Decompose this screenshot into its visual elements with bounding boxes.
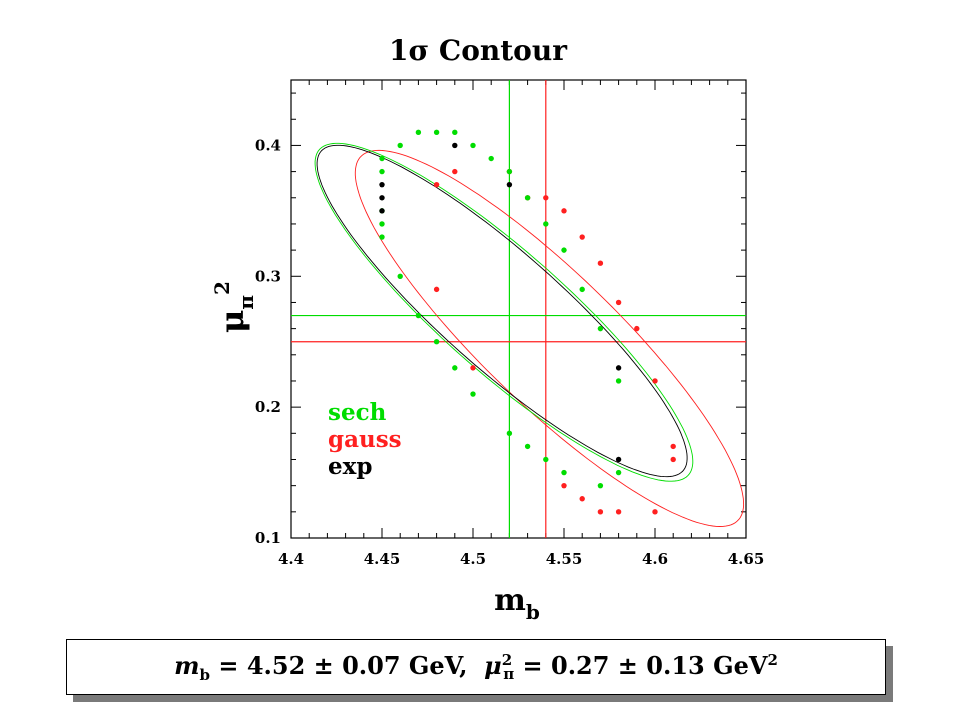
sech-point	[488, 155, 494, 162]
x-axis-label: mb	[494, 583, 540, 624]
sech-point	[561, 469, 567, 476]
gauss-point	[543, 195, 549, 201]
sech-contour	[314, 142, 694, 482]
gauss-point	[634, 325, 640, 332]
contour-chart: 1σ Contour 4.4 4.45 4.5 4.55 4.6 4.65 0.1 0.2 0.…	[210, 34, 765, 624]
sech-point	[379, 234, 385, 240]
gauss-point	[433, 286, 440, 293]
sech-point	[615, 378, 622, 384]
exp-point	[452, 142, 458, 149]
result-box: mb = 4.52 ± 0.07 GeV, μ2π = 0.27 ± 0.13 …	[66, 639, 886, 695]
y-tick-label: 0.3	[255, 267, 281, 285]
sech-point	[379, 168, 385, 175]
sech-point	[506, 430, 513, 437]
x-tick-label: 4.65	[728, 550, 765, 568]
x-tick-label: 4.45	[364, 550, 401, 568]
gauss-point	[470, 365, 476, 371]
legend-exp: exp	[328, 453, 372, 480]
mb-result: mb = 4.52 ± 0.07 GeV,	[174, 650, 468, 684]
sech-point	[433, 339, 440, 345]
svg-text:μπ2: μπ2	[210, 281, 258, 333]
gauss-point	[561, 482, 567, 489]
legend-gauss: gauss	[328, 426, 402, 453]
sech-point	[543, 221, 549, 227]
exp-point	[615, 456, 622, 463]
x-tick-label: 4.55	[546, 550, 583, 568]
gauss-point	[670, 456, 676, 463]
plot-area: 4.4 4.45 4.5 4.55 4.6 4.65 0.1 0.2 0.3 0.4	[255, 79, 765, 568]
sech-point	[452, 129, 458, 136]
sech-point	[543, 456, 549, 463]
sech-point	[379, 221, 385, 227]
exp-point	[506, 181, 513, 188]
x-tick-label: 4.5	[460, 550, 486, 568]
sech-point	[524, 443, 531, 450]
sech-point	[579, 286, 585, 293]
gauss-point	[579, 496, 585, 502]
mu-result: μ2π = 0.27 ± 0.13 GeV2	[484, 650, 778, 684]
gauss-contour	[354, 149, 745, 527]
gauss-point	[561, 208, 567, 214]
gauss-point	[615, 299, 622, 306]
gauss-point	[615, 509, 622, 515]
sech-point	[415, 129, 422, 136]
gauss-point	[597, 509, 604, 515]
y-tick-label: 0.2	[255, 398, 281, 416]
y-tick-label: 0.1	[255, 529, 281, 547]
chart-title: 1σ Contour	[389, 34, 568, 67]
sech-point	[470, 391, 476, 397]
sech-point	[524, 195, 531, 201]
sech-point	[433, 129, 440, 136]
sech-point	[452, 365, 458, 371]
exp-point	[615, 365, 622, 371]
gauss-point	[452, 168, 458, 175]
sech-point	[615, 469, 622, 476]
exp-point	[379, 208, 385, 214]
gauss-point	[579, 234, 585, 240]
sech-point	[561, 247, 567, 253]
exp-contour	[316, 144, 688, 478]
sech-point	[597, 325, 604, 332]
x-tick-label: 4.6	[642, 550, 668, 568]
gauss-point	[433, 181, 440, 188]
plot-frame	[290, 79, 747, 539]
sech-point	[415, 312, 422, 319]
sech-point	[397, 273, 403, 279]
exp-point	[379, 195, 385, 201]
exp-point	[379, 181, 385, 188]
sech-point	[379, 155, 385, 162]
sech-point	[470, 142, 476, 149]
gauss-point	[652, 509, 658, 515]
x-tick-label: 4.4	[278, 550, 304, 568]
sech-point	[397, 142, 403, 149]
legend-sech: sech	[328, 399, 387, 426]
gauss-point	[597, 260, 604, 266]
y-axis-label: μπ2	[210, 281, 258, 333]
gauss-point	[670, 443, 676, 450]
sech-point	[506, 168, 513, 175]
sech-point	[597, 482, 604, 489]
y-tick-label: 0.4	[255, 136, 281, 154]
gauss-point	[652, 378, 658, 384]
